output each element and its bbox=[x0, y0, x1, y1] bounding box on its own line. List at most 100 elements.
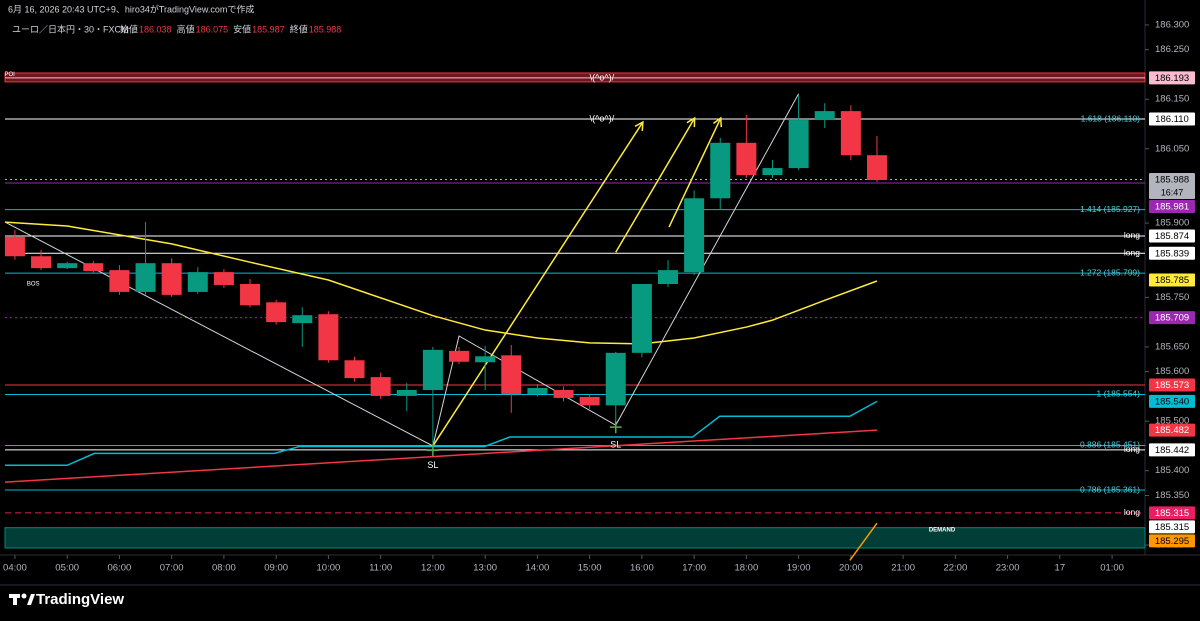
x-tick-label: 10:00 bbox=[317, 563, 341, 574]
price-label-box bbox=[1149, 534, 1195, 548]
price-label-box bbox=[1149, 273, 1195, 287]
candle-body bbox=[31, 256, 52, 269]
x-tick-label: 17 bbox=[1055, 563, 1066, 574]
y-tick-label: 185.350 bbox=[1155, 490, 1189, 501]
x-tick-label: 13:00 bbox=[473, 563, 497, 574]
candle-body bbox=[501, 355, 522, 394]
candle-body bbox=[266, 302, 287, 323]
y-tick-label: 186.300 bbox=[1155, 19, 1189, 30]
price-label: 185.482 bbox=[1155, 425, 1189, 436]
x-tick-label: 16:00 bbox=[630, 563, 654, 574]
level-tag: 1 (185.554) bbox=[1097, 389, 1141, 399]
x-tick-label: 04:00 bbox=[3, 563, 27, 574]
ohlc-value: 186.038 bbox=[139, 24, 172, 34]
ohlc-name: 安値 bbox=[233, 23, 251, 34]
candle-body bbox=[292, 315, 313, 324]
arrow-head bbox=[634, 120, 644, 132]
candle-body bbox=[840, 111, 861, 156]
price-label: 185.315 bbox=[1155, 522, 1189, 533]
x-tick-label: 06:00 bbox=[108, 563, 132, 574]
x-tick-label: 01:00 bbox=[1100, 563, 1124, 574]
candle-body bbox=[553, 389, 574, 398]
price-label: 185.785 bbox=[1155, 275, 1189, 286]
y-tick-label: 185.900 bbox=[1155, 218, 1189, 229]
drawing-line bbox=[5, 400, 878, 467]
price-label: 185.988 bbox=[1155, 174, 1189, 185]
drawing-line bbox=[4, 93, 800, 447]
arrow-head bbox=[686, 116, 696, 128]
price-label: 185.839 bbox=[1155, 248, 1189, 259]
arrow bbox=[432, 121, 644, 447]
y-tick-label: 185.650 bbox=[1155, 341, 1189, 352]
candle-body bbox=[109, 270, 130, 292]
candle-body bbox=[135, 263, 156, 292]
x-tick-label: 20:00 bbox=[839, 563, 863, 574]
price-label-box bbox=[1149, 229, 1195, 243]
price-label: 185.709 bbox=[1155, 313, 1189, 324]
candle-body bbox=[788, 120, 809, 169]
price-label: 185.573 bbox=[1155, 380, 1189, 391]
price-label: 185.295 bbox=[1155, 536, 1189, 547]
level-tag: 1.414 (185.927) bbox=[1080, 204, 1140, 214]
candle-body bbox=[161, 263, 182, 295]
level-tag: 0.886 (185.451) bbox=[1080, 440, 1140, 450]
candle-body bbox=[684, 198, 705, 273]
candle-body bbox=[579, 396, 600, 406]
level-tag: 1.272 (185.799) bbox=[1080, 267, 1140, 277]
sl-marker bbox=[609, 421, 622, 434]
ohlc-value: 186.075 bbox=[196, 24, 229, 34]
y-tick-label: 186.150 bbox=[1155, 94, 1189, 105]
x-tick-label: 17:00 bbox=[682, 563, 706, 574]
candle-body bbox=[344, 360, 365, 379]
price-label-box bbox=[1149, 423, 1195, 437]
candle-body bbox=[657, 270, 678, 284]
candle-body bbox=[213, 272, 234, 285]
candle-body bbox=[83, 263, 104, 272]
annotation: POI bbox=[5, 72, 16, 78]
y-tick-label: 185.600 bbox=[1155, 366, 1189, 377]
y-tick-label: 185.500 bbox=[1155, 416, 1189, 427]
drawing-line bbox=[849, 522, 878, 561]
level-tag: long bbox=[1124, 230, 1140, 240]
arrow-head bbox=[713, 116, 723, 128]
ohlc-value: 185.988 bbox=[309, 24, 342, 34]
x-tick-label: 23:00 bbox=[996, 563, 1020, 574]
x-tick-label: 05:00 bbox=[55, 563, 79, 574]
y-tick-label: 186.250 bbox=[1155, 44, 1189, 55]
level-tag: long bbox=[1124, 444, 1140, 454]
price-label: 185.442 bbox=[1155, 445, 1189, 456]
arrow bbox=[668, 117, 722, 228]
candle-body bbox=[4, 236, 25, 257]
price-label-box bbox=[1149, 443, 1195, 457]
candle-body bbox=[240, 283, 261, 306]
ohlc-name: 高値 bbox=[177, 23, 195, 34]
price-label: 185.315 bbox=[1155, 508, 1189, 519]
x-tick-label: 19:00 bbox=[787, 563, 811, 574]
price-label: 186.193 bbox=[1155, 73, 1189, 84]
x-tick-label: 08:00 bbox=[212, 563, 236, 574]
price-label-box bbox=[1149, 378, 1195, 392]
candle-body bbox=[187, 272, 208, 292]
candle-body bbox=[866, 155, 887, 180]
candle-body bbox=[396, 389, 417, 396]
zone-label: DEMAND bbox=[929, 527, 956, 533]
ohlc-name: 終値 bbox=[290, 23, 308, 34]
symbol: ユーロ／日本円・30・FXCM bbox=[12, 23, 129, 34]
annotation: SL bbox=[610, 439, 621, 449]
candle-body bbox=[710, 142, 731, 199]
candle-body bbox=[57, 263, 78, 269]
x-tick-label: 21:00 bbox=[891, 563, 915, 574]
x-tick-label: 07:00 bbox=[160, 563, 184, 574]
zone bbox=[4, 527, 1146, 549]
ohlc-name: 始値 bbox=[120, 23, 138, 34]
annotation: BOS bbox=[27, 282, 40, 288]
annotation: SL bbox=[427, 460, 438, 470]
level-tag: long bbox=[1124, 248, 1140, 258]
ohlc-value: 185.987 bbox=[252, 24, 285, 34]
x-tick-label: 12:00 bbox=[421, 563, 445, 574]
price-label-box bbox=[1149, 112, 1195, 126]
price-label: 185.874 bbox=[1155, 231, 1189, 242]
candle-body bbox=[370, 377, 391, 396]
